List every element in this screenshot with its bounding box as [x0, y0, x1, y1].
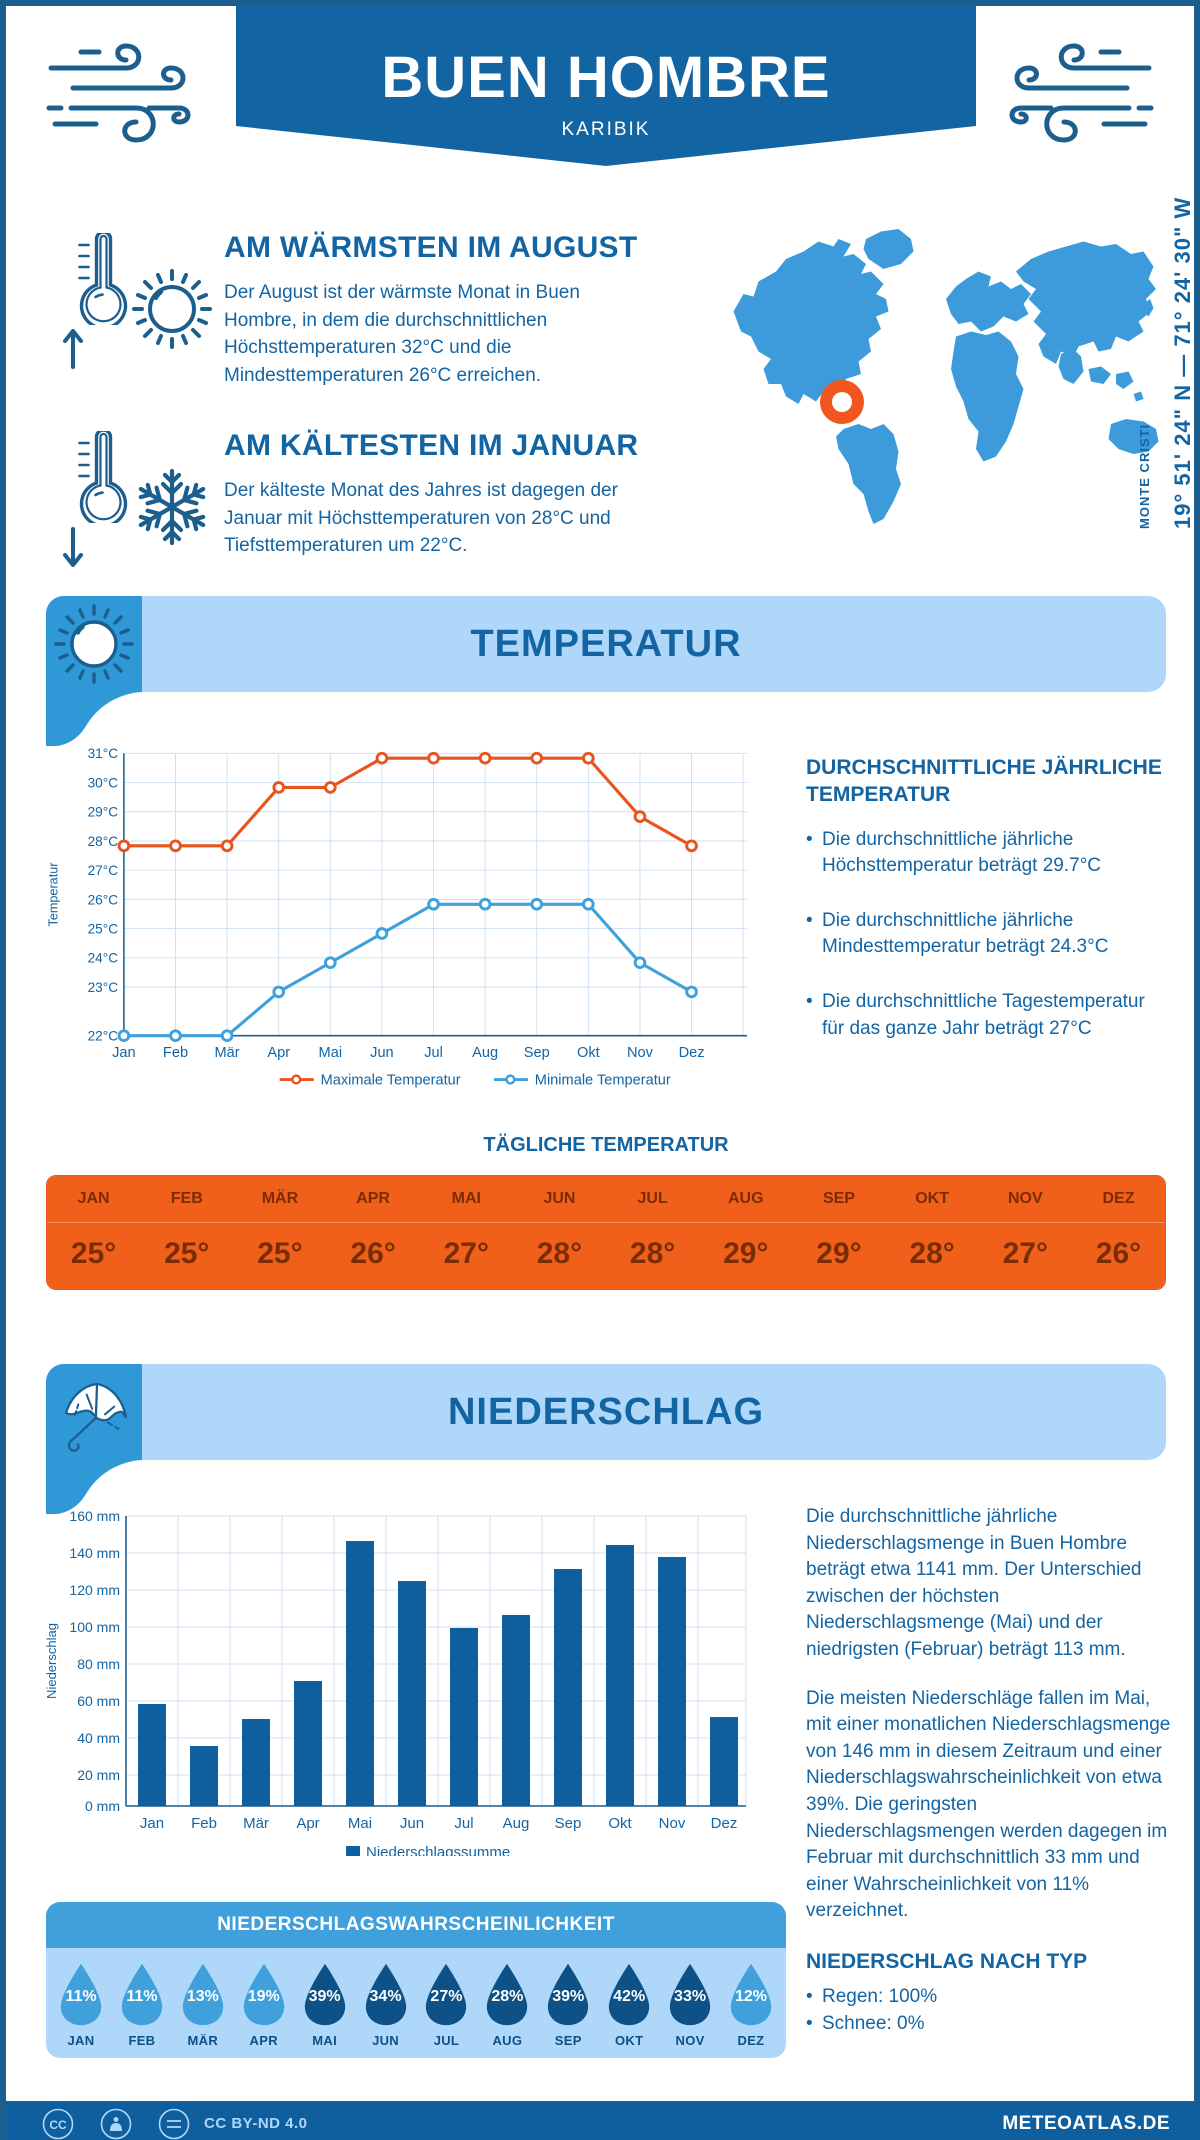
svg-text:CC: CC	[49, 2118, 67, 2132]
svg-text:Nov: Nov	[627, 1045, 654, 1061]
svg-text:80 mm: 80 mm	[77, 1656, 120, 1672]
svg-text:Jun: Jun	[400, 1815, 424, 1832]
svg-text:Maximale Temperatur: Maximale Temperatur	[321, 1072, 461, 1088]
svg-text:22°C: 22°C	[88, 1029, 119, 1044]
svg-text:26°C: 26°C	[88, 892, 119, 907]
svg-text:27°C: 27°C	[88, 863, 119, 878]
svg-text:Okt: Okt	[608, 1815, 632, 1832]
svg-text:Apr: Apr	[267, 1045, 290, 1061]
svg-text:Jul: Jul	[454, 1815, 473, 1832]
svg-text:20 mm: 20 mm	[77, 1767, 120, 1783]
svg-text:Aug: Aug	[503, 1815, 530, 1832]
svg-text:29°C: 29°C	[88, 805, 119, 820]
svg-text:40 mm: 40 mm	[77, 1730, 120, 1746]
svg-text:Sep: Sep	[555, 1815, 582, 1832]
svg-text:31°C: 31°C	[88, 746, 119, 761]
svg-text:Jul: Jul	[424, 1045, 443, 1061]
svg-text:Aug: Aug	[472, 1045, 498, 1061]
svg-text:Sep: Sep	[524, 1045, 550, 1061]
svg-text:Feb: Feb	[163, 1045, 188, 1061]
svg-text:Mai: Mai	[348, 1815, 372, 1832]
svg-text:100 mm: 100 mm	[69, 1619, 120, 1635]
svg-text:25°C: 25°C	[88, 921, 119, 936]
svg-text:Niederschlagssumme: Niederschlagssumme	[366, 1844, 510, 1856]
svg-text:Niederschlag: Niederschlag	[46, 1623, 59, 1699]
svg-text:30°C: 30°C	[88, 775, 119, 790]
svg-text:Nov: Nov	[659, 1815, 686, 1832]
svg-text:Temperatur: Temperatur	[47, 863, 61, 927]
svg-text:24°C: 24°C	[88, 951, 119, 966]
svg-text:Jan: Jan	[112, 1045, 136, 1061]
svg-text:Jun: Jun	[370, 1045, 394, 1061]
svg-text:Jan: Jan	[140, 1815, 164, 1832]
svg-text:Mär: Mär	[243, 1815, 269, 1832]
svg-text:Feb: Feb	[191, 1815, 217, 1832]
svg-text:Mär: Mär	[215, 1045, 240, 1061]
svg-text:Apr: Apr	[296, 1815, 319, 1832]
svg-text:60 mm: 60 mm	[77, 1693, 120, 1709]
svg-text:Minimale Temperatur: Minimale Temperatur	[535, 1072, 671, 1088]
svg-text:Dez: Dez	[711, 1815, 738, 1832]
svg-text:120 mm: 120 mm	[69, 1582, 120, 1598]
svg-text:Okt: Okt	[577, 1045, 600, 1061]
svg-text:160 mm: 160 mm	[69, 1508, 120, 1524]
svg-text:140 mm: 140 mm	[69, 1545, 120, 1561]
svg-text:28°C: 28°C	[88, 834, 119, 849]
svg-text:Mai: Mai	[319, 1045, 343, 1061]
svg-text:0 mm: 0 mm	[85, 1798, 120, 1814]
svg-text:Dez: Dez	[679, 1045, 705, 1061]
svg-text:23°C: 23°C	[88, 980, 119, 995]
